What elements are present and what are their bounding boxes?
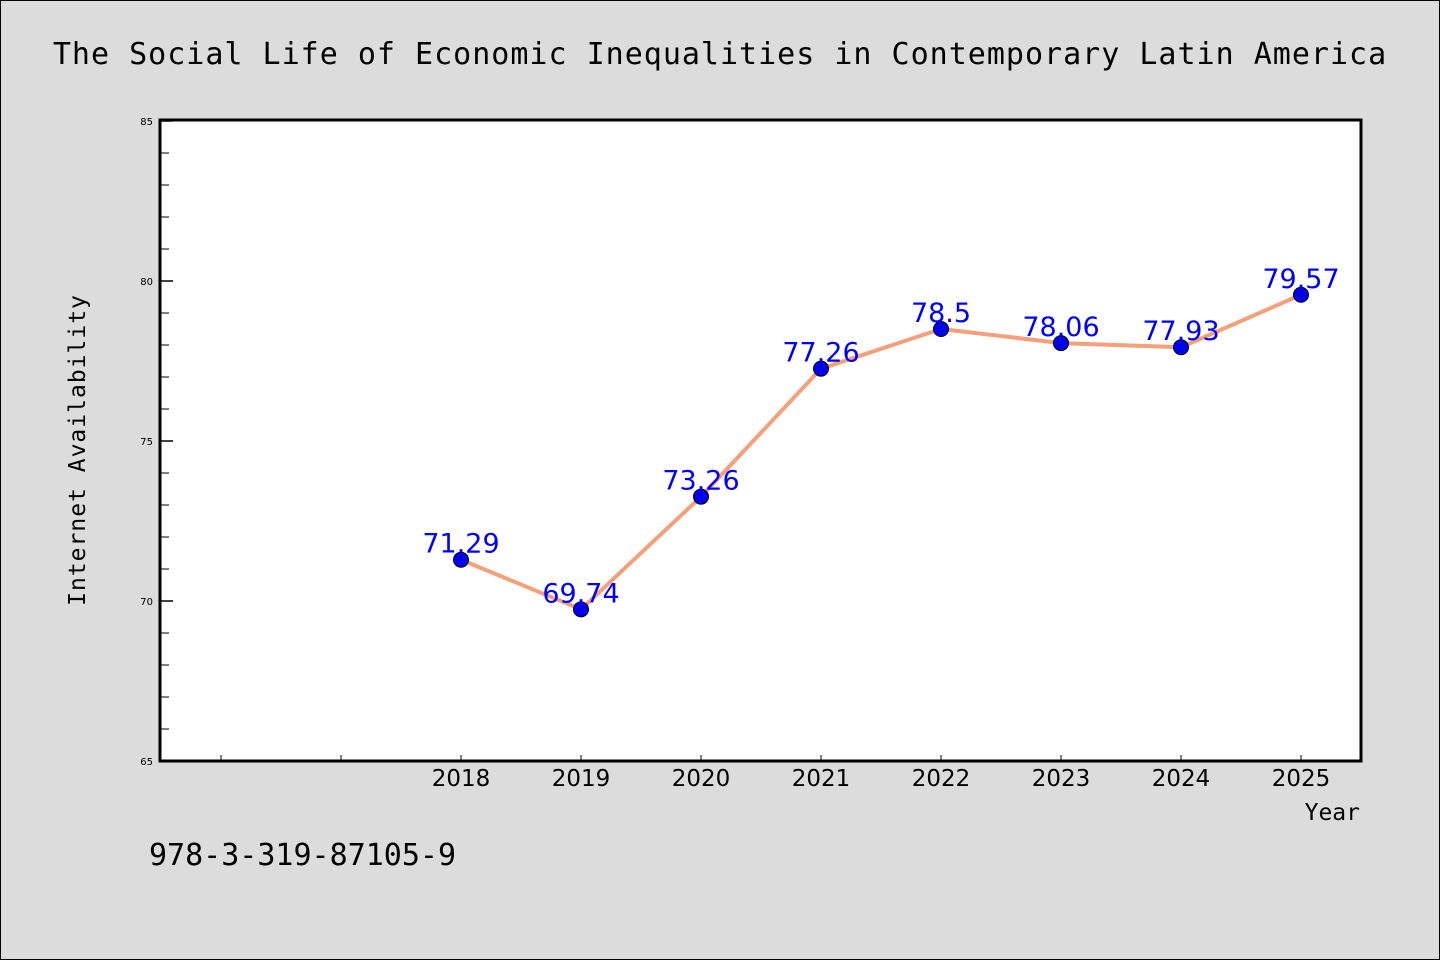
y-tick-label: 85 [140, 117, 153, 128]
data-point-marker [1173, 339, 1189, 356]
data-labels: 71.29 69.74 73.26 77.26 78.5 78.06 77.93 79.57 [422, 264, 1339, 610]
series-markers [453, 286, 1309, 618]
data-point-marker [453, 551, 469, 568]
data-point-marker [933, 321, 949, 337]
y-axis-ticks: 65 70 75 80 85 [140, 117, 173, 768]
x-tick-label: 2020 [672, 766, 731, 792]
data-point-marker [693, 488, 709, 505]
y-tick-label: 70 [140, 597, 153, 608]
plot-area [158, 118, 1363, 763]
y-tick-label: 65 [140, 757, 153, 768]
data-label: 79.57 [1262, 264, 1339, 295]
y-tick-label: 75 [140, 437, 153, 448]
isbn-text: 978-3-319-87105-9 [149, 838, 456, 873]
data-label: 71.29 [422, 529, 499, 560]
data-point-marker [1293, 286, 1309, 303]
y-axis-label: Internet Availability [65, 294, 91, 606]
x-tick-label: 2025 [1272, 766, 1331, 792]
x-tick-label: 2021 [792, 766, 851, 792]
data-point-marker [573, 601, 589, 618]
x-tick-label: 2018 [432, 766, 491, 792]
data-point-marker [1053, 335, 1069, 352]
x-axis-label: Year [1305, 800, 1360, 826]
chart-title: The Social Life of Economic Inequalities… [53, 37, 1387, 72]
x-axis-ticks: 2018 2019 2020 2021 2022 2023 2024 2025 [220, 755, 1331, 792]
x-tick-label: 2022 [912, 766, 971, 792]
series-line [460, 292, 1302, 612]
data-label: 69.74 [542, 578, 619, 609]
x-tick-label: 2019 [552, 766, 611, 792]
x-tick-label: 2023 [1032, 766, 1091, 792]
data-label: 77.93 [1142, 316, 1219, 347]
data-label: 78.5 [911, 298, 971, 329]
data-label: 73.26 [662, 466, 739, 497]
data-label: 78.06 [1022, 312, 1099, 343]
x-tick-label: 2024 [1152, 766, 1211, 792]
y-tick-label: 80 [140, 277, 153, 288]
data-point-marker [813, 360, 829, 377]
data-label: 77.26 [782, 338, 859, 369]
